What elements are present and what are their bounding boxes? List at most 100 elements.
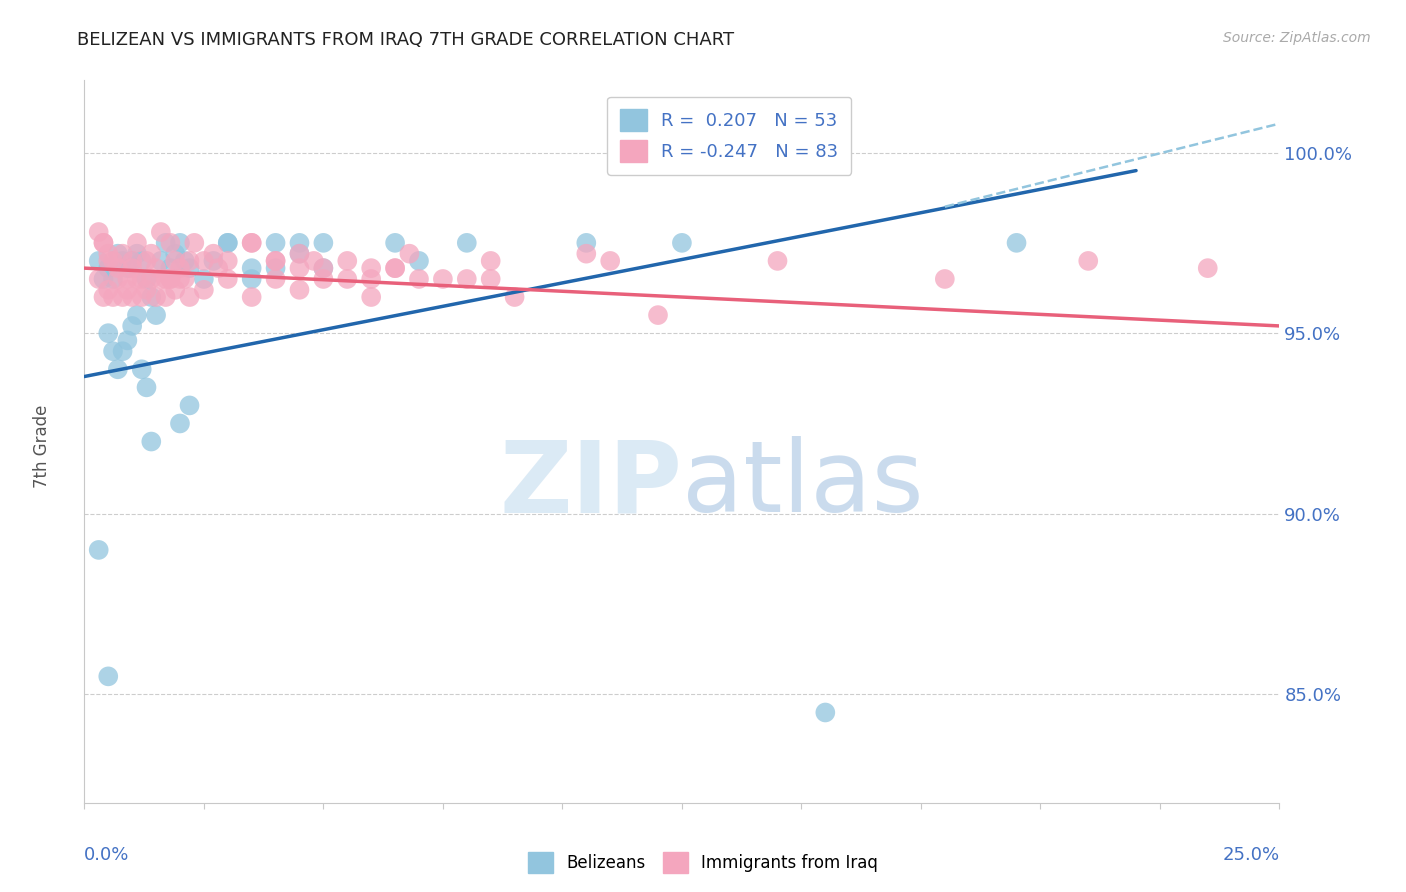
Point: [159, 272, 181, 286]
Point: [575, 235, 598, 250]
Point: [93, 272, 115, 286]
Point: [111, 290, 134, 304]
Point: [360, 290, 382, 304]
Point: [312, 261, 335, 276]
Point: [101, 344, 124, 359]
Point: [121, 261, 143, 276]
Point: [117, 261, 139, 276]
Point: [155, 235, 177, 250]
Point: [479, 272, 502, 286]
Point: [165, 283, 187, 297]
Point: [149, 272, 172, 286]
Point: [135, 254, 157, 268]
Text: Source: ZipAtlas.com: Source: ZipAtlas.com: [1223, 31, 1371, 45]
Point: [165, 254, 187, 268]
Point: [121, 254, 143, 268]
Point: [503, 290, 526, 304]
Point: [87, 225, 110, 239]
Point: [125, 308, 148, 322]
Point: [107, 246, 129, 260]
Point: [264, 272, 287, 286]
Point: [288, 235, 311, 250]
Point: [145, 308, 167, 322]
Point: [141, 246, 163, 260]
Point: [179, 290, 201, 304]
Point: [766, 254, 789, 268]
Point: [125, 272, 148, 286]
Point: [131, 362, 153, 376]
Point: [107, 362, 129, 376]
Point: [87, 254, 110, 268]
Point: [264, 261, 287, 276]
Point: [240, 261, 263, 276]
Point: [479, 254, 502, 268]
Point: [155, 272, 177, 286]
Point: [183, 235, 205, 250]
Text: ZIP: ZIP: [499, 436, 682, 533]
Point: [93, 235, 115, 250]
Point: [135, 380, 157, 394]
Point: [93, 290, 115, 304]
Point: [169, 417, 191, 431]
Point: [179, 399, 201, 413]
Point: [97, 326, 120, 341]
Point: [111, 344, 134, 359]
Point: [121, 254, 143, 268]
Point: [599, 254, 621, 268]
Point: [647, 308, 669, 322]
Point: [202, 254, 225, 268]
Point: [159, 261, 181, 276]
Point: [111, 246, 134, 260]
Point: [131, 272, 153, 286]
Point: [456, 235, 478, 250]
Point: [107, 261, 129, 276]
Point: [312, 235, 335, 250]
Point: [101, 254, 124, 268]
Point: [302, 254, 325, 268]
Point: [169, 261, 191, 276]
Point: [408, 254, 430, 268]
Legend: R =  0.207   N = 53, R = -0.247   N = 83: R = 0.207 N = 53, R = -0.247 N = 83: [607, 96, 851, 175]
Point: [240, 272, 263, 286]
Point: [671, 235, 693, 250]
Point: [145, 261, 167, 276]
Point: [217, 235, 239, 250]
Point: [101, 272, 124, 286]
Point: [398, 246, 420, 260]
Point: [97, 283, 120, 297]
Point: [1077, 254, 1099, 268]
Point: [165, 246, 187, 260]
Point: [87, 543, 110, 558]
Point: [193, 272, 215, 286]
Point: [141, 272, 163, 286]
Point: [360, 261, 382, 276]
Point: [312, 261, 335, 276]
Point: [288, 261, 311, 276]
Point: [217, 254, 239, 268]
Point: [149, 254, 172, 268]
Point: [169, 272, 191, 286]
Point: [135, 283, 157, 297]
Point: [97, 254, 120, 268]
Point: [173, 254, 195, 268]
Text: 0.0%: 0.0%: [84, 847, 129, 864]
Point: [202, 246, 225, 260]
Point: [93, 235, 115, 250]
Point: [107, 272, 129, 286]
Point: [111, 254, 134, 268]
Point: [117, 283, 139, 297]
Point: [155, 290, 177, 304]
Point: [240, 290, 263, 304]
Point: [173, 272, 195, 286]
Point: [97, 246, 120, 260]
Legend: Belizeans, Immigrants from Iraq: Belizeans, Immigrants from Iraq: [522, 846, 884, 880]
Text: 7th Grade: 7th Grade: [34, 404, 51, 488]
Point: [456, 272, 478, 286]
Point: [336, 272, 359, 286]
Point: [117, 272, 139, 286]
Point: [1197, 261, 1219, 276]
Point: [264, 235, 287, 250]
Point: [312, 272, 335, 286]
Point: [149, 225, 172, 239]
Point: [193, 283, 215, 297]
